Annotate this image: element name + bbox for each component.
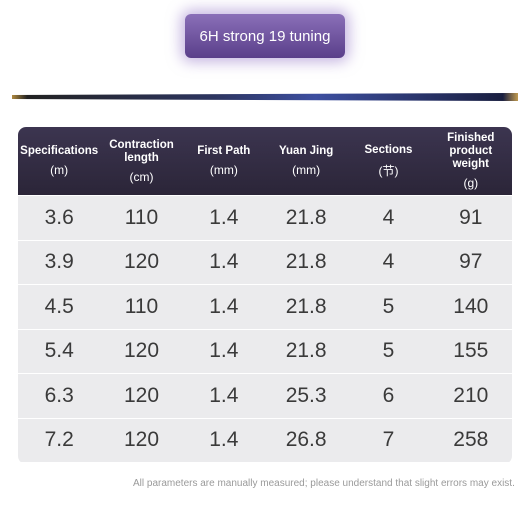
header-cell: Sections (节) [347,127,429,195]
table-cell: 120 [123,339,160,363]
table-cell: 140 [453,294,489,318]
table-cell: 7 [382,428,395,452]
table-cell: 1.4 [209,339,239,363]
table-row: 5.4 120 1.4 21.8 5 155 [18,328,512,373]
table-cell: 21.8 [285,205,327,229]
table-cell: 110 [124,205,159,229]
table-cell: 210 [453,383,489,407]
rod-image [12,93,518,101]
header-cell: First Path (mm) [183,127,265,195]
header-unit: (mm) [292,163,321,177]
header-name: Specifications [20,145,99,157]
table-row: 6.3 120 1.4 25.3 6 210 [18,373,512,418]
table-cell: 4.5 [44,294,74,318]
table-cell: 1.4 [209,428,239,452]
table-cell: 3.6 [44,205,74,229]
header-unit: (节) [378,163,399,178]
header-cell: Finished product weight (g) [430,127,512,195]
header-cell: Yuan Jing (mm) [265,127,347,195]
table-header: Specifications (m) Contraction length (cm) F… [18,127,512,195]
table-cell: 26.8 [285,428,327,452]
spec-table: Specifications (m) Contraction length (cm) F… [18,127,512,464]
table-body: 3.6 110 1.4 21.8 4 91 3.9 120 1.4 21.8 4 97 4.5 110 1.… [18,195,512,462]
table-cell: 110 [124,294,159,318]
table-cell: 21.8 [285,250,327,274]
table-cell: 4 [382,205,395,229]
footnote: All parameters are manually measured; pl… [133,478,515,489]
header-name: Sections [364,143,413,156]
header-name: Yuan Jing [278,145,334,157]
title: 6H strong 19 tuning [199,27,331,45]
header-cell: Specifications (m) [18,127,100,195]
table-cell: 1.4 [209,383,239,407]
table-cell: 1.4 [209,205,239,229]
title-badge: 6H strong 19 tuning [185,14,345,58]
table-row: 3.6 110 1.4 21.8 4 91 [18,195,512,240]
table-cell: 6.3 [44,383,74,407]
table-cell: 91 [459,205,483,229]
table-cell: 155 [453,339,489,363]
header-name: Contraction length [109,138,174,164]
table-row: 3.9 120 1.4 21.8 4 97 [18,239,512,284]
table-row: 7.2 120 1.4 26.8 7 258 [18,417,512,462]
table-cell: 120 [123,250,160,274]
table-cell: 1.4 [209,250,239,274]
table-cell: 120 [123,383,160,407]
table-cell: 5 [382,339,395,363]
header-unit: (cm) [129,169,154,184]
table-cell: 97 [459,250,483,274]
table-cell: 21.8 [285,294,327,318]
table-cell: 5.4 [44,339,74,363]
table-cell: 7.2 [44,428,74,452]
header-name: First Path [197,145,251,157]
table-cell: 3.9 [44,250,74,274]
header-cell: Contraction length (cm) [100,127,182,195]
header-unit: (g) [463,176,479,190]
table-cell: 258 [453,428,489,452]
table-row: 4.5 110 1.4 21.8 5 140 [18,284,512,329]
table-cell: 21.8 [285,339,327,363]
table-cell: 25.3 [285,383,327,407]
table-cell: 120 [123,428,160,452]
header-unit: (m) [50,163,69,177]
table-cell: 4 [382,250,395,274]
header-unit: (mm) [209,163,238,177]
header-name: Finished product weight [447,132,495,170]
table-cell: 6 [382,383,395,407]
table-cell: 1.4 [209,294,239,318]
table-cell: 5 [382,294,395,318]
